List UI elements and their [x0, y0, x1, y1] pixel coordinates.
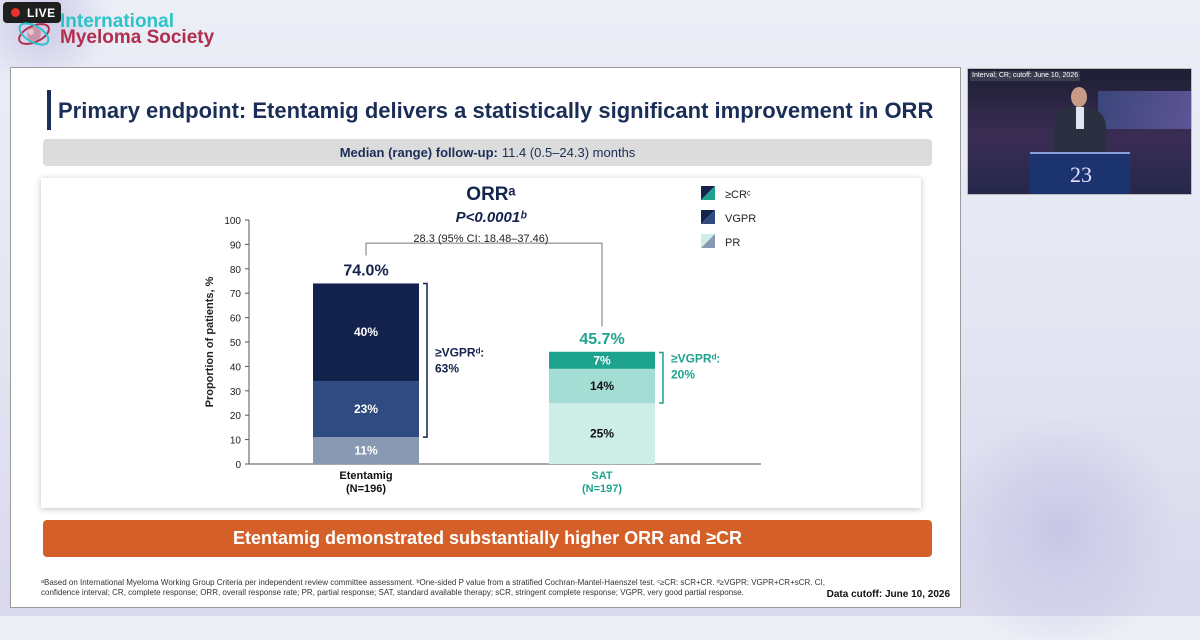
background-blob — [930, 420, 1190, 640]
y-tick-label: 90 — [230, 240, 242, 251]
x-category-n: (N=196) — [346, 483, 386, 495]
bar-segment — [313, 381, 419, 438]
slide-title: Primary endpoint: Etentamig delivers a s… — [58, 98, 934, 123]
legend-swatch — [701, 210, 715, 224]
vgpr-label: ≥VGPRᵈ: — [671, 351, 720, 365]
live-badge: LIVE — [3, 2, 61, 23]
conclusion-banner: Etentamig demonstrated substantially hig… — [43, 520, 932, 557]
stage-screen — [1098, 91, 1191, 129]
y-tick-label: 10 — [230, 436, 242, 447]
difference-label: 28.3 (95% CI: 18.48–37.46) — [413, 233, 548, 245]
vgpr-value: 63% — [435, 361, 459, 375]
data-cutoff: Data cutoff: June 10, 2026 — [826, 589, 950, 600]
bar-total-label: 74.0% — [343, 262, 388, 279]
y-axis-label: Proportion of patients, % — [204, 276, 216, 407]
legend-label: PR — [725, 237, 740, 249]
comparison-bracket — [365, 242, 603, 327]
bar-segment-label: 25% — [590, 427, 614, 441]
bar-segment-label: 7% — [593, 353, 611, 367]
footnote-text: ᵃBased on International Myeloma Working … — [41, 578, 825, 597]
y-tick-label: 60 — [230, 314, 242, 325]
legend-swatch — [701, 186, 715, 200]
x-category-label: Etentamig — [339, 470, 392, 482]
y-tick-label: 100 — [224, 216, 241, 227]
orr-stacked-bar-chart: 0 10 20 30 40 50 60 70 80 90 100 Proportion of pati… — [204, 184, 761, 495]
p-value-label: P<0.0001ᵇ — [456, 209, 528, 226]
video-overlay-text: Interval; CR; cutoff: June 10, 2026 — [970, 71, 1081, 81]
x-category-n: (N=197) — [582, 483, 622, 495]
chart-title: ORRᵃ — [466, 184, 516, 205]
society-logo: International Myeloma Society — [8, 10, 218, 50]
bar-segment — [549, 351, 655, 369]
bar-segment — [313, 283, 419, 382]
bar-segment-label: 40% — [354, 325, 378, 339]
live-dot-icon — [11, 8, 20, 17]
vgpr-value: 20% — [671, 367, 695, 381]
y-tick-label: 80 — [230, 265, 242, 276]
speaker-shirt — [1076, 107, 1084, 129]
followup-label: Median (range) follow-up: — [339, 145, 498, 160]
vgpr-bracket — [423, 282, 428, 438]
vgpr-bracket — [659, 351, 664, 404]
bar-segment — [313, 437, 419, 464]
bar-segment — [549, 403, 655, 464]
y-tick-label: 40 — [230, 362, 242, 373]
podium: 23 — [1030, 152, 1130, 194]
x-category-label: SAT — [591, 470, 612, 482]
y-tick-label: 50 — [230, 338, 242, 349]
logo-text-line1: International — [60, 11, 175, 32]
bar-segment-label: 11% — [354, 444, 378, 458]
bar-segment-label: 14% — [590, 379, 614, 393]
legend-swatch — [701, 234, 715, 248]
bar-segment-label: 23% — [354, 402, 378, 416]
title-accent-bar — [47, 90, 51, 130]
live-label: LIVE — [27, 5, 56, 20]
podium-number: 23 — [1070, 162, 1092, 187]
legend-label: VGPR — [725, 213, 756, 225]
bar-segment — [549, 368, 655, 403]
speaker-video: 23 Interval; CR; cutoff: June 10, 2026 — [967, 68, 1192, 195]
y-tick-label: 70 — [230, 289, 242, 300]
followup-bar: Median (range) follow-up: 11.4 (0.5–24.3… — [43, 139, 932, 166]
logo-text-line2: Myeloma Society — [60, 27, 215, 48]
bar-total-label: 45.7% — [579, 331, 624, 348]
orr-chart-panel: 0 10 20 30 40 50 60 70 80 90 100 Proportion of pati… — [41, 178, 921, 508]
presentation-slide: Primary endpoint: Etentamig delivers a s… — [10, 67, 961, 608]
speaker-head — [1071, 87, 1087, 107]
y-tick-label: 20 — [230, 411, 242, 422]
vgpr-label: ≥VGPRᵈ: — [435, 345, 484, 359]
y-tick-label: 0 — [235, 460, 241, 471]
followup-value: 11.4 (0.5–24.3) months — [501, 145, 636, 160]
y-tick-label: 30 — [230, 387, 242, 398]
logo-orbit-icon — [18, 22, 50, 46]
legend-label: ≥CRᶜ — [725, 189, 751, 201]
